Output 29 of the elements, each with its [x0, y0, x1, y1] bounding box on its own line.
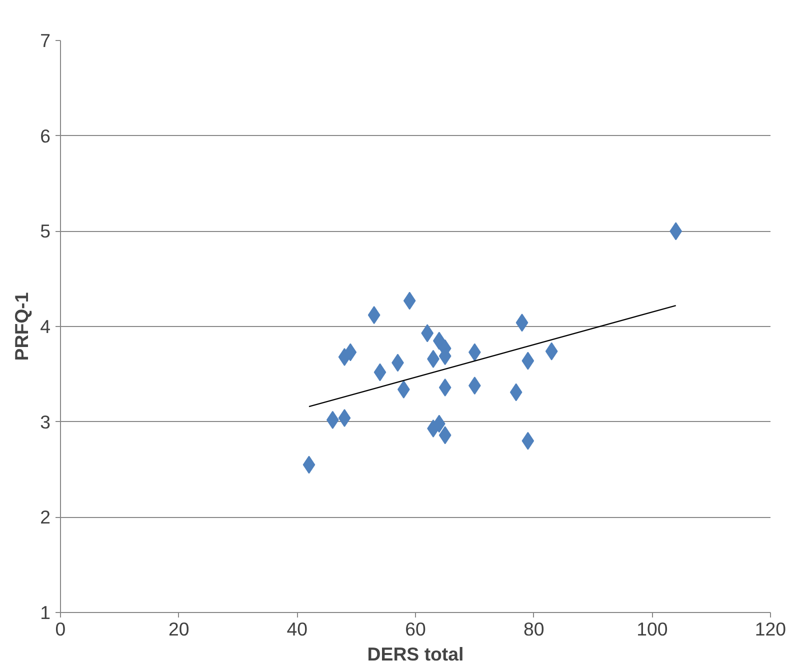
y-tick-label: 6: [40, 125, 51, 146]
x-tick-label: 40: [286, 618, 308, 640]
x-tick-label: 60: [405, 618, 426, 640]
y-tick-label: 3: [40, 411, 51, 432]
point: [438, 426, 452, 444]
x-axis-title: DERS total: [367, 644, 464, 664]
point: [374, 363, 386, 382]
y-tick-label: 4: [40, 316, 51, 337]
point: [510, 383, 522, 402]
point: [522, 352, 534, 370]
point: [545, 342, 558, 360]
point: [403, 292, 416, 310]
x-tick-label: 0: [55, 618, 66, 640]
y-tick-label: 5: [40, 220, 51, 242]
point: [368, 306, 380, 324]
point: [516, 314, 528, 332]
x-tick-label: 120: [754, 618, 786, 640]
x-tick-label: 20: [168, 618, 190, 640]
y-tick-label: 7: [40, 30, 51, 51]
point: [344, 343, 357, 362]
y-tick-label: 2: [40, 506, 51, 528]
point: [522, 432, 534, 450]
x-tick-label: 100: [636, 618, 668, 640]
x-tick-label: 80: [523, 618, 544, 640]
y-axis-title: PRFQ-1: [11, 292, 32, 361]
point: [302, 456, 316, 474]
point: [438, 378, 452, 397]
point: [338, 409, 351, 428]
y-tick-label: 1: [40, 602, 51, 623]
